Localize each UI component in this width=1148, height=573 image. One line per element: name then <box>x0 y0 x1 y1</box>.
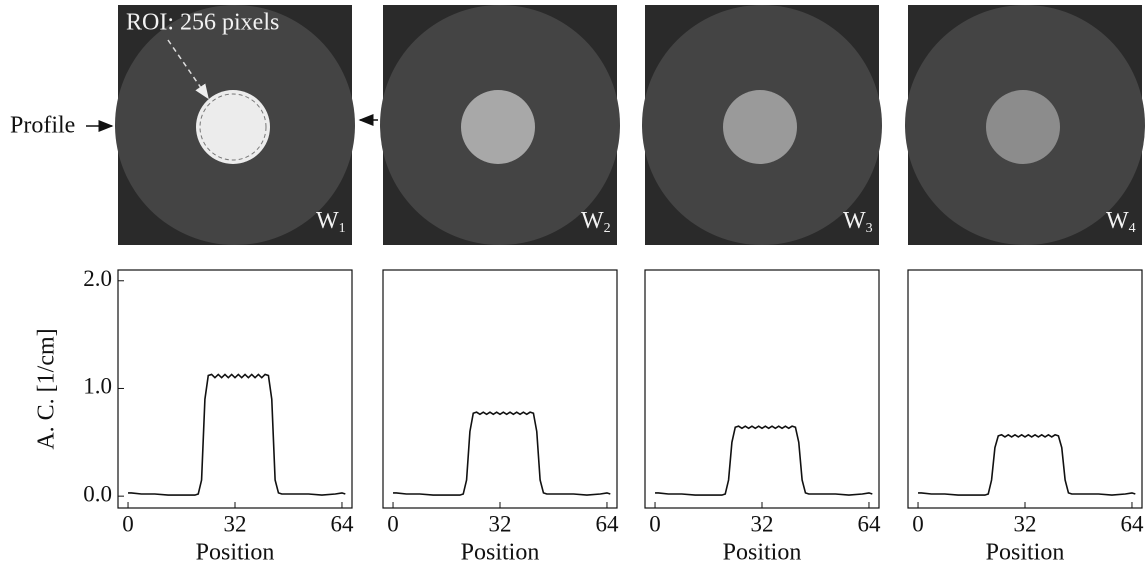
x-tick-label: 32 <box>1014 511 1037 536</box>
image-label-subscript: 1 <box>339 221 346 236</box>
x-tick-label: 32 <box>489 511 512 536</box>
x-axis-label: Position <box>723 540 802 566</box>
image-label-letter: W <box>316 208 339 234</box>
profile-line <box>918 435 1135 495</box>
x-tick-label: 64 <box>1120 511 1144 536</box>
x-axis-label: Position <box>461 540 540 566</box>
image-label-letter: W <box>1106 208 1129 234</box>
y-tick-label: 0.0 <box>83 481 112 506</box>
y-tick-label: 1.0 <box>83 374 112 399</box>
image-label-letter: W <box>843 208 866 234</box>
image-label-subscript: 2 <box>604 221 611 236</box>
y-tick-label: 2.0 <box>83 266 112 291</box>
image-label-subscript: 4 <box>1129 221 1136 236</box>
x-tick-label: 64 <box>595 511 619 536</box>
insert <box>723 90 797 164</box>
plot-frame <box>383 270 617 508</box>
x-tick-label: 0 <box>649 511 661 536</box>
profile-line <box>655 426 872 495</box>
x-tick-label: 32 <box>224 511 247 536</box>
y-axis-label: A. C. [1/cm] <box>34 328 60 449</box>
plot-frame <box>908 270 1142 508</box>
profile-line <box>128 374 345 495</box>
x-tick-label: 0 <box>122 511 134 536</box>
profile-label: Profile <box>10 113 75 139</box>
x-axis-label: Position <box>196 540 275 566</box>
x-tick-label: 64 <box>330 511 354 536</box>
x-axis-label: Position <box>986 540 1065 566</box>
image-label-letter: W <box>581 208 604 234</box>
profile-line <box>393 412 610 495</box>
insert <box>461 90 535 164</box>
x-tick-label: 0 <box>387 511 399 536</box>
plot-frame <box>118 270 352 508</box>
insert <box>196 90 270 164</box>
image-label-subscript: 3 <box>866 221 873 236</box>
roi-label: ROI: 256 pixels <box>126 10 279 36</box>
x-tick-label: 0 <box>912 511 924 536</box>
x-tick-label: 64 <box>857 511 881 536</box>
insert <box>986 90 1060 164</box>
x-tick-label: 32 <box>751 511 774 536</box>
figure: ROI: 256 pixels Profile W1W2W3W4032640.0… <box>0 0 1148 573</box>
image-panels <box>115 5 1145 245</box>
plot-frame <box>645 270 879 508</box>
